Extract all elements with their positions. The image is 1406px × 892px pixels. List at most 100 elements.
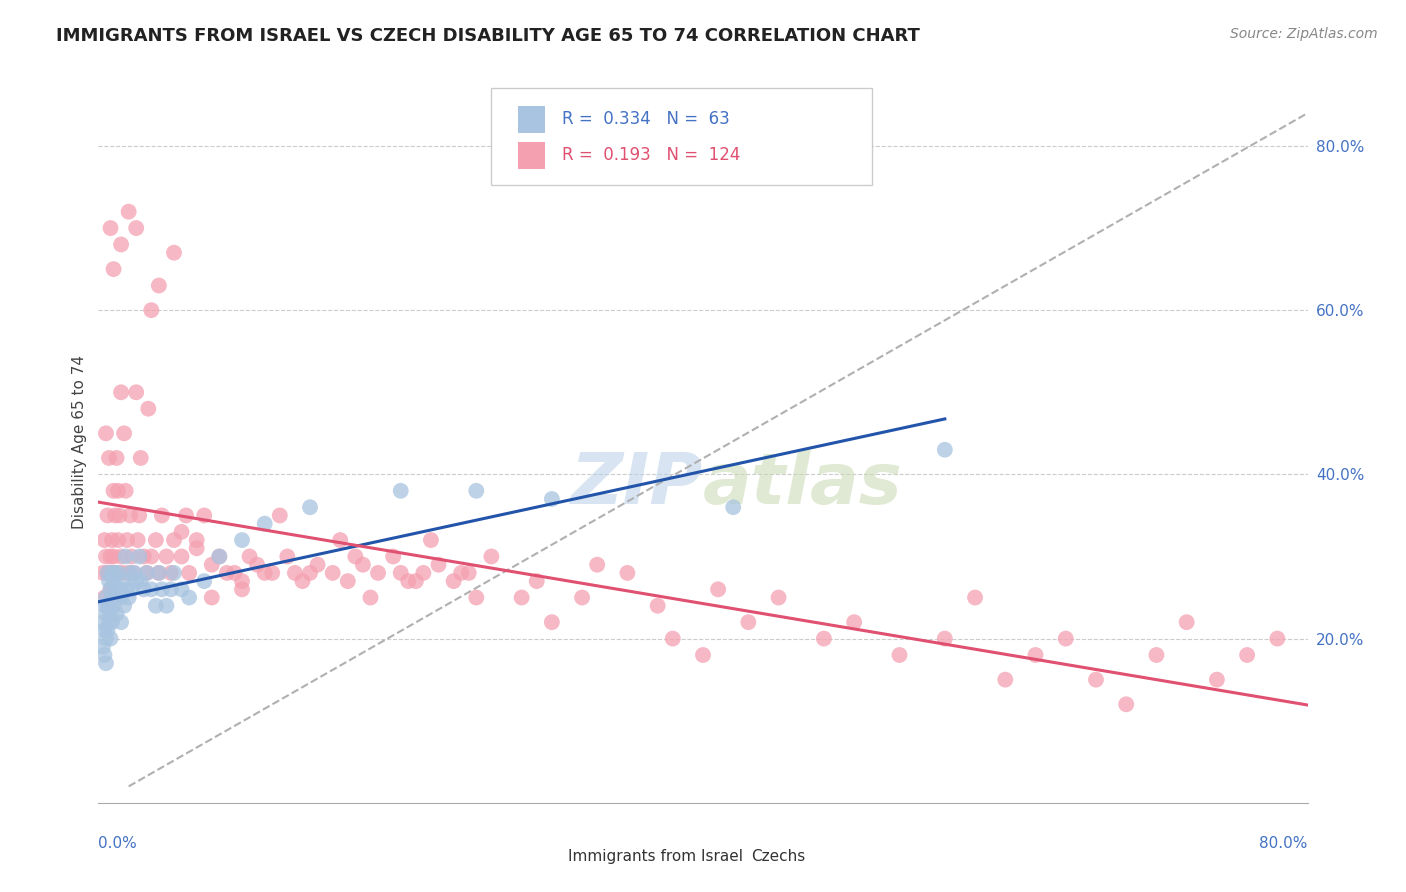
Point [96, 566, 118, 580]
Point [647, 599, 669, 613]
Point [231, 574, 253, 588]
Point [352, 558, 374, 572]
Point [136, 401, 159, 416]
Point [322, 566, 344, 580]
FancyBboxPatch shape [534, 846, 561, 869]
Point [112, 426, 135, 441]
Point [98, 574, 121, 588]
Point [707, 582, 730, 597]
Point [616, 566, 638, 580]
Point [145, 533, 167, 547]
Point [101, 566, 124, 580]
Point [382, 549, 405, 564]
Point [215, 566, 238, 580]
Point [94, 632, 117, 646]
Point [239, 549, 262, 564]
Point [93, 533, 115, 547]
Point [108, 582, 131, 597]
Point [110, 237, 132, 252]
Point [110, 549, 132, 564]
Point [201, 591, 224, 605]
Point [934, 442, 956, 457]
Point [100, 582, 122, 597]
Point [420, 533, 443, 547]
Point [231, 533, 253, 547]
Point [586, 558, 609, 572]
Point [96, 624, 118, 638]
Point [405, 574, 427, 588]
FancyBboxPatch shape [517, 142, 544, 169]
Point [934, 632, 956, 646]
Point [510, 591, 533, 605]
Point [100, 582, 122, 597]
Point [94, 591, 117, 605]
Point [465, 483, 488, 498]
Point [150, 508, 173, 523]
Point [160, 582, 183, 597]
Point [104, 566, 127, 580]
Point [193, 508, 215, 523]
Point [276, 549, 298, 564]
Point [360, 591, 382, 605]
Point [427, 558, 450, 572]
Point [1115, 698, 1137, 712]
Point [124, 566, 146, 580]
Point [291, 574, 314, 588]
Point [105, 607, 128, 621]
Point [150, 582, 173, 597]
Point [155, 549, 177, 564]
Point [122, 566, 145, 580]
Point [111, 574, 134, 588]
Point [201, 558, 224, 572]
Point [148, 566, 170, 580]
Point [163, 533, 186, 547]
Point [93, 591, 115, 605]
Point [253, 516, 276, 531]
Point [396, 574, 419, 588]
Text: Source: ZipAtlas.com: Source: ZipAtlas.com [1230, 27, 1378, 41]
Point [129, 574, 152, 588]
Point [91, 615, 114, 630]
Point [344, 549, 367, 564]
Point [110, 615, 132, 630]
Point [155, 599, 177, 613]
Point [457, 566, 479, 580]
Point [94, 549, 117, 564]
Point [160, 566, 183, 580]
Point [450, 566, 472, 580]
Text: Immigrants from Israel: Immigrants from Israel [568, 849, 742, 864]
Point [299, 500, 322, 515]
Point [96, 599, 118, 613]
Point [208, 549, 231, 564]
Point [307, 558, 329, 572]
Point [101, 591, 124, 605]
Point [1175, 615, 1198, 630]
Text: atlas: atlas [703, 450, 903, 519]
Point [269, 508, 291, 523]
Point [103, 599, 125, 613]
Point [120, 508, 142, 523]
Point [170, 549, 193, 564]
Point [120, 566, 142, 580]
Point [100, 607, 122, 621]
Point [132, 582, 155, 597]
Point [104, 566, 127, 580]
Text: R =  0.193   N =  124: R = 0.193 N = 124 [561, 146, 740, 164]
Point [224, 566, 246, 580]
Point [253, 566, 276, 580]
Point [246, 558, 269, 572]
Point [540, 615, 562, 630]
Text: R =  0.334   N =  63: R = 0.334 N = 63 [561, 111, 730, 128]
Point [965, 591, 987, 605]
Point [100, 549, 122, 564]
Point [110, 385, 132, 400]
Point [121, 582, 143, 597]
Point [336, 574, 359, 588]
Point [768, 591, 790, 605]
Point [103, 483, 125, 498]
Point [1085, 673, 1108, 687]
Point [1267, 632, 1289, 646]
Point [174, 508, 197, 523]
Point [132, 549, 155, 564]
Point [994, 673, 1017, 687]
